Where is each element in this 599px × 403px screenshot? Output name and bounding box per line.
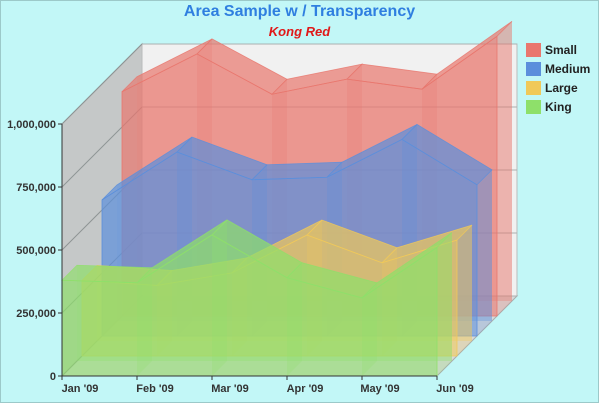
- x-tick-label: Mar '09: [211, 383, 248, 395]
- x-tick-label: Jun '09: [436, 383, 473, 395]
- legend-label-medium: Medium: [545, 62, 591, 76]
- series-layer: [61, 20, 513, 377]
- y-tick-label: 750,000: [16, 182, 56, 194]
- chart-subtitle: Kong Red: [268, 24, 331, 39]
- series-edge-king: [212, 219, 227, 376]
- y-tick-label: 1,000,000: [7, 119, 56, 131]
- series-edge-medium: [477, 169, 492, 336]
- legend-swatch-medium: [526, 62, 541, 76]
- series-edge-large: [457, 225, 472, 356]
- x-tick-label: Feb '09: [136, 383, 173, 395]
- x-axis: Jan '09 Feb '09 Mar '09 Apr '09 May '09 Jun '…: [61, 375, 474, 395]
- series-edge-king: [362, 282, 377, 376]
- x-tick-label: Apr '09: [287, 383, 324, 395]
- legend-label-small: Small: [545, 43, 578, 57]
- legend-swatch-king: [526, 100, 541, 114]
- y-axis: 0 250,000 500,000 750,000 1,000,000: [7, 119, 63, 383]
- y-tick-label: 500,000: [16, 245, 56, 257]
- series-edge-king: [62, 265, 77, 376]
- series-front-king: [61, 234, 438, 377]
- series-edge-king: [137, 267, 152, 376]
- chart-title: Area Sample w / Transparency: [183, 3, 416, 20]
- legend-label-large: Large: [545, 81, 578, 95]
- series-edge-king: [437, 232, 452, 376]
- gridline-left: [61, 43, 143, 125]
- y-tick-label: 0: [50, 371, 56, 383]
- x-tick-label: May '09: [360, 383, 399, 395]
- x-tick-label: Jan '09: [62, 383, 99, 395]
- series-edge-small: [497, 21, 512, 317]
- y-tick-label: 250,000: [16, 308, 56, 320]
- legend-swatch-small: [526, 43, 541, 57]
- series-edge-king: [287, 262, 302, 376]
- legend-swatch-large: [526, 81, 541, 95]
- series-king: [61, 219, 453, 377]
- legend-label-king: King: [545, 100, 572, 114]
